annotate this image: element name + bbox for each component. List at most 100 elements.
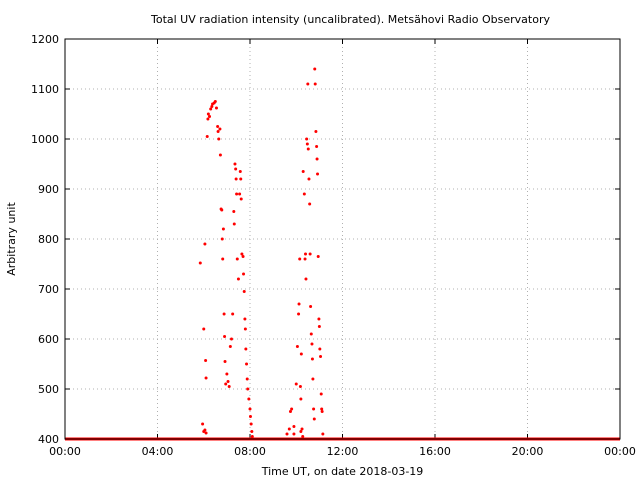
data-point bbox=[232, 222, 236, 226]
x-axis-label: Time UT, on date 2018-03-19 bbox=[261, 465, 424, 478]
data-point bbox=[312, 417, 316, 421]
data-point bbox=[250, 430, 254, 433]
data-point bbox=[287, 427, 291, 431]
data-point bbox=[298, 385, 302, 388]
data-point bbox=[221, 257, 225, 261]
data-point bbox=[249, 422, 253, 426]
data-point bbox=[203, 428, 207, 432]
y-tick-label: 1100 bbox=[31, 83, 59, 96]
data-point bbox=[240, 252, 244, 256]
data-point bbox=[314, 130, 318, 133]
data-point bbox=[232, 210, 236, 213]
data-point bbox=[318, 347, 322, 351]
data-point bbox=[308, 252, 312, 256]
data-point bbox=[236, 277, 240, 281]
data-point bbox=[248, 415, 252, 418]
data-point bbox=[315, 145, 319, 148]
data-point bbox=[224, 382, 228, 386]
y-tick-label: 400 bbox=[38, 433, 59, 446]
data-point bbox=[220, 237, 224, 241]
data-point bbox=[217, 137, 221, 141]
data-point bbox=[288, 410, 292, 413]
data-point bbox=[304, 277, 308, 281]
data-point bbox=[222, 312, 226, 316]
data-point bbox=[309, 305, 313, 308]
x-tick-label: 00:00 bbox=[49, 445, 81, 458]
data-point bbox=[245, 362, 249, 366]
data-point bbox=[292, 425, 296, 428]
y-tick-label: 1000 bbox=[31, 133, 59, 146]
data-point bbox=[321, 432, 325, 436]
plot-frame bbox=[64, 38, 621, 440]
data-point bbox=[226, 380, 230, 383]
data-point bbox=[206, 112, 210, 116]
data-point bbox=[303, 257, 307, 261]
data-point bbox=[208, 115, 212, 118]
x-tick-label: 00:00 bbox=[604, 445, 636, 458]
y-tick-label: 600 bbox=[38, 333, 59, 346]
data-point bbox=[298, 257, 302, 261]
data-point bbox=[316, 172, 320, 176]
data-point bbox=[299, 397, 303, 401]
data-point bbox=[313, 67, 317, 71]
data-point bbox=[320, 410, 324, 413]
data-point bbox=[234, 167, 238, 171]
data-point bbox=[301, 435, 305, 438]
data-point bbox=[244, 347, 248, 351]
data-point bbox=[297, 302, 301, 306]
data-point bbox=[310, 342, 314, 346]
data-point bbox=[221, 227, 225, 231]
y-tick-label: 500 bbox=[38, 383, 59, 396]
data-point bbox=[238, 170, 242, 173]
y-tick-label: 900 bbox=[38, 183, 59, 196]
data-point bbox=[306, 147, 310, 151]
grid bbox=[65, 39, 620, 439]
data-point bbox=[214, 106, 218, 110]
data-point bbox=[213, 100, 217, 103]
x-tick-label: 12:00 bbox=[327, 445, 359, 458]
data-point bbox=[220, 208, 224, 212]
data-point bbox=[285, 432, 289, 436]
chart-title: Total UV radiation intensity (uncalibrat… bbox=[150, 13, 550, 26]
data-point bbox=[228, 345, 232, 348]
data-point bbox=[203, 242, 207, 246]
data-point bbox=[202, 327, 206, 331]
data-point bbox=[239, 177, 243, 181]
data-point bbox=[238, 192, 242, 196]
data-point bbox=[198, 261, 202, 265]
data-point bbox=[216, 130, 220, 133]
data-point bbox=[317, 325, 321, 328]
axes: 400 500 600 700 800 900 1000 1100 1200 00:00 04:00… bbox=[31, 33, 636, 458]
data-point bbox=[235, 257, 239, 261]
data-point bbox=[223, 335, 227, 338]
data-point bbox=[242, 272, 246, 276]
data-point bbox=[241, 255, 245, 258]
data-point bbox=[242, 290, 246, 293]
data-point bbox=[299, 352, 303, 356]
data-point bbox=[235, 192, 239, 196]
x-tick-label: 08:00 bbox=[234, 445, 266, 458]
data-point bbox=[309, 332, 313, 336]
data-point bbox=[305, 142, 309, 146]
data-point bbox=[204, 376, 208, 380]
data-point bbox=[239, 197, 243, 201]
x-tick-label: 16:00 bbox=[419, 445, 451, 458]
data-point bbox=[319, 392, 323, 396]
data-point bbox=[243, 317, 247, 321]
data-point bbox=[243, 327, 247, 331]
data-point bbox=[201, 422, 205, 426]
data-point bbox=[305, 137, 309, 141]
data-point bbox=[306, 82, 310, 86]
data-point bbox=[313, 82, 317, 86]
y-tick-label: 800 bbox=[38, 233, 59, 246]
data-point bbox=[204, 359, 208, 362]
data-point bbox=[233, 162, 237, 166]
data-point bbox=[290, 407, 294, 411]
data-point bbox=[245, 377, 249, 381]
data-point bbox=[292, 432, 296, 436]
data-point bbox=[250, 435, 254, 438]
data-point bbox=[205, 135, 209, 138]
y-tick-label: 700 bbox=[38, 283, 59, 296]
